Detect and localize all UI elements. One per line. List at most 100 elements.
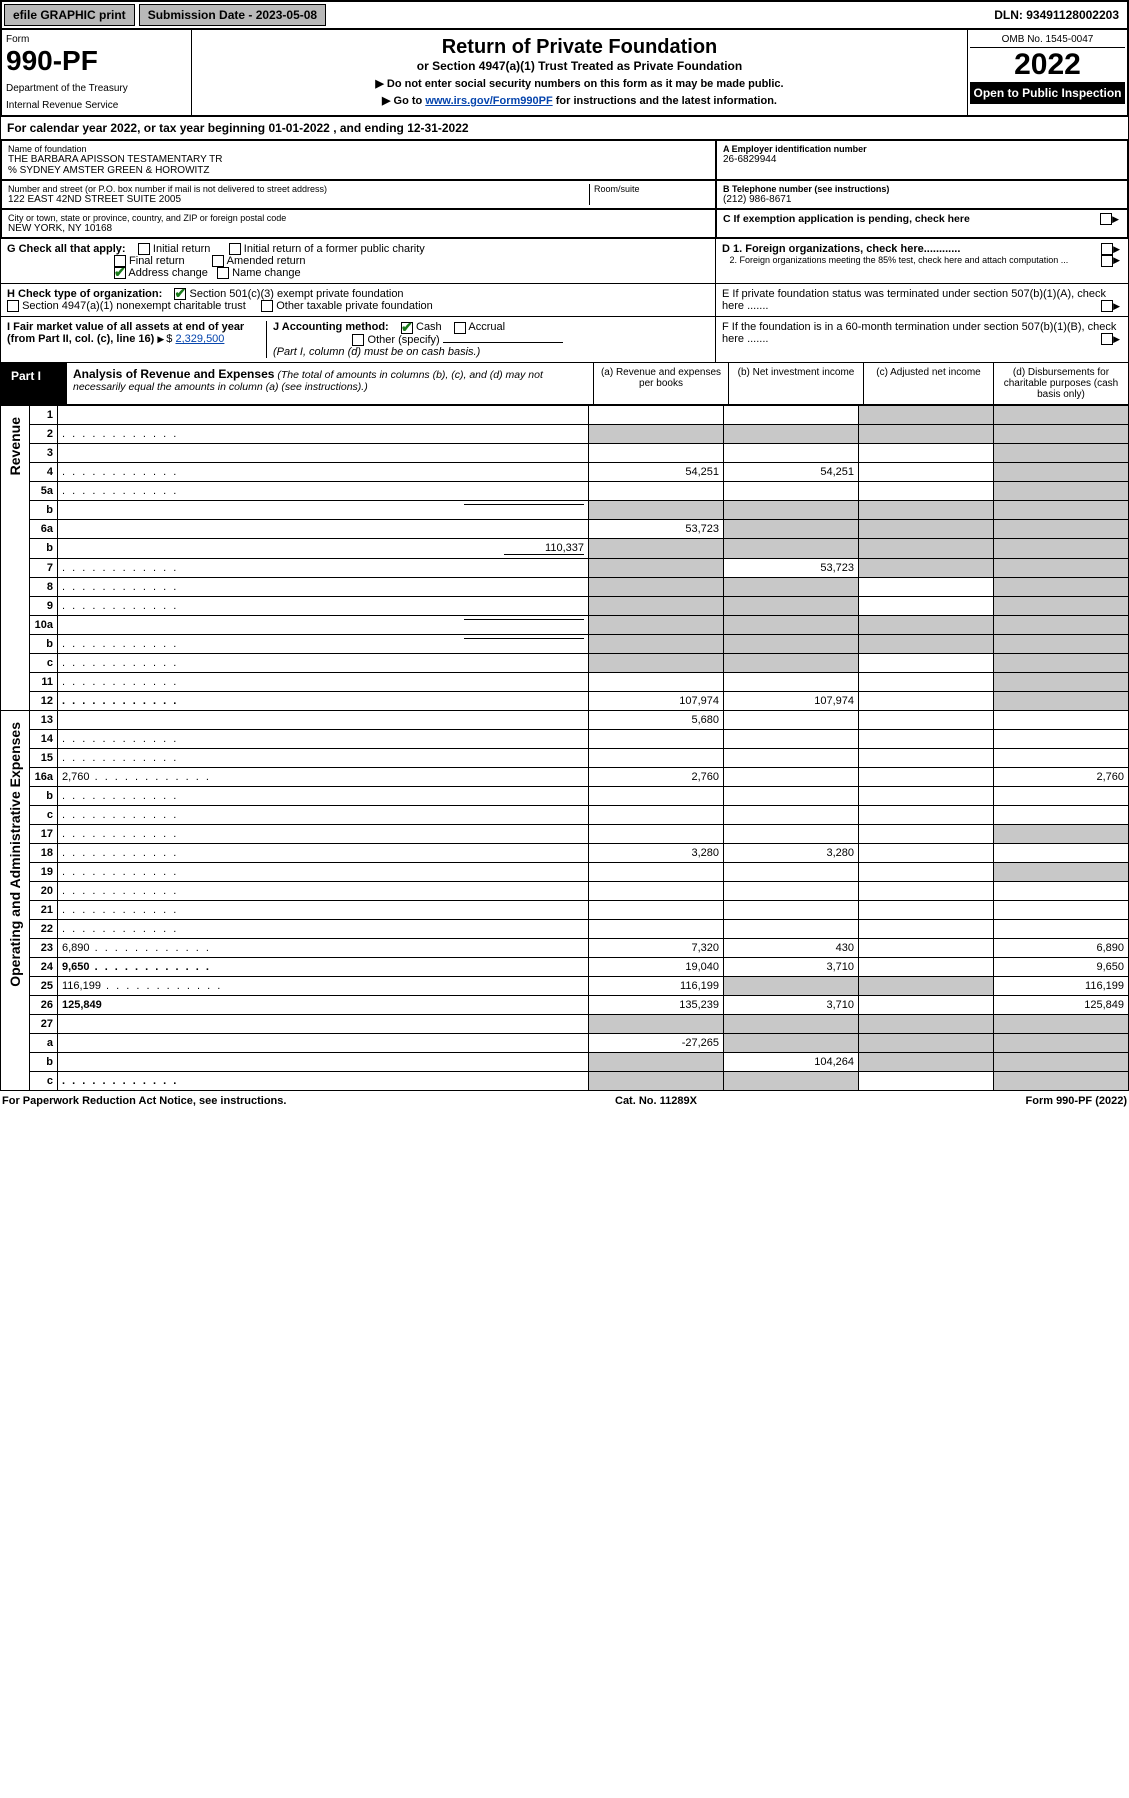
cell-c: [859, 843, 994, 862]
phone-value: (212) 986-8671: [723, 194, 1121, 205]
addr-label: Number and street (or P.O. box number if…: [8, 184, 589, 194]
table-row: 21: [1, 900, 1129, 919]
row-number: b: [30, 634, 58, 653]
city-label: City or town, state or province, country…: [8, 213, 709, 223]
cell-b: [724, 596, 859, 615]
cell-d: [994, 558, 1129, 577]
part1-label: Part I: [1, 363, 67, 404]
other-taxable-checkbox[interactable]: [261, 300, 273, 312]
row-number: 26: [30, 995, 58, 1014]
info-grid: Name of foundation THE BARBARA APISSON T…: [0, 140, 1129, 239]
cell-a: 54,251: [589, 462, 724, 481]
row-desc: [58, 919, 589, 938]
revenue-side-label: Revenue: [5, 409, 25, 483]
efile-button[interactable]: efile GRAPHIC print: [4, 4, 135, 26]
other-method-checkbox[interactable]: [352, 334, 364, 346]
cell-c: [859, 862, 994, 881]
table-row: 9: [1, 596, 1129, 615]
row-number: 27: [30, 1014, 58, 1033]
cash-checkbox[interactable]: [401, 322, 413, 334]
501c3-checkbox[interactable]: [174, 288, 186, 300]
table-row: 16a2,7602,7602,760: [1, 767, 1129, 786]
cell-a: [589, 653, 724, 672]
foundation-name-1: THE BARBARA APISSON TESTAMENTARY TR: [8, 154, 709, 165]
cell-d: [994, 900, 1129, 919]
opex-side-label: Operating and Administrative Expenses: [5, 714, 25, 995]
cell-a: 7,320: [589, 938, 724, 957]
fmv-link[interactable]: 2,329,500: [175, 333, 224, 345]
cell-a: -27,265: [589, 1033, 724, 1052]
cell-a: [589, 577, 724, 596]
table-row: Revenue1: [1, 405, 1129, 424]
cell-d: [994, 919, 1129, 938]
cell-d: [994, 672, 1129, 691]
cell-d: [994, 1052, 1129, 1071]
col-d-header: (d) Disbursements for charitable purpose…: [993, 363, 1128, 404]
f-section: F If the foundation is in a 60-month ter…: [716, 317, 1128, 361]
c-label: C If exemption application is pending, c…: [723, 213, 970, 225]
row-number: 8: [30, 577, 58, 596]
cell-c: [859, 481, 994, 500]
cell-c: [859, 443, 994, 462]
cell-a: 19,040: [589, 957, 724, 976]
cell-a: 5,680: [589, 710, 724, 729]
address-change-checkbox[interactable]: [114, 267, 126, 279]
name-label: Name of foundation: [8, 144, 709, 154]
table-row: c: [1, 653, 1129, 672]
cell-d: [994, 786, 1129, 805]
name-change-checkbox[interactable]: [217, 267, 229, 279]
table-row: c: [1, 1071, 1129, 1090]
cell-a: [589, 596, 724, 615]
cell-a: [589, 824, 724, 843]
row-desc: [58, 405, 589, 424]
row-desc: [58, 1033, 589, 1052]
cell-c: [859, 1033, 994, 1052]
c-checkbox[interactable]: [1100, 213, 1112, 225]
foundation-name-cell: Name of foundation THE BARBARA APISSON T…: [1, 140, 716, 180]
table-row: 183,2803,280: [1, 843, 1129, 862]
form-header: Form 990-PF Department of the Treasury I…: [0, 30, 1129, 117]
cell-a: [589, 786, 724, 805]
cell-c: [859, 691, 994, 710]
note2-pre: ▶ Go to: [382, 95, 425, 107]
cell-b: [724, 443, 859, 462]
row-desc: [58, 881, 589, 900]
accrual-checkbox[interactable]: [454, 322, 466, 334]
row-number: 2: [30, 424, 58, 443]
cell-d: [994, 653, 1129, 672]
table-row: 19: [1, 862, 1129, 881]
row-desc: [58, 462, 589, 481]
cell-a: [589, 729, 724, 748]
cell-c: [859, 938, 994, 957]
table-row: 12107,974107,974: [1, 691, 1129, 710]
d2-checkbox[interactable]: [1101, 255, 1113, 267]
footer: For Paperwork Reduction Act Notice, see …: [0, 1091, 1129, 1111]
j-accrual: Accrual: [468, 321, 505, 333]
calyear-mid: , and ending: [333, 121, 407, 135]
row-desc: [58, 1071, 589, 1090]
initial-former-checkbox[interactable]: [229, 243, 241, 255]
row-number: 24: [30, 957, 58, 976]
cell-b: 54,251: [724, 462, 859, 481]
cell-c: [859, 881, 994, 900]
cell-b: [724, 976, 859, 995]
row-desc: [58, 596, 589, 615]
4947-checkbox[interactable]: [7, 300, 19, 312]
row-number: 5a: [30, 481, 58, 500]
row-number: 6a: [30, 519, 58, 538]
footer-center: Cat. No. 11289X: [615, 1095, 697, 1107]
f-checkbox[interactable]: [1101, 333, 1113, 345]
initial-return-checkbox[interactable]: [138, 243, 150, 255]
cell-c: [859, 1014, 994, 1033]
row-number: 1: [30, 405, 58, 424]
row-desc: 6,890: [58, 938, 589, 957]
cell-d: 6,890: [994, 938, 1129, 957]
amended-return-checkbox[interactable]: [212, 255, 224, 267]
d1-checkbox[interactable]: [1101, 243, 1113, 255]
cell-a: [589, 538, 724, 558]
cell-c: [859, 615, 994, 634]
cell-c: [859, 729, 994, 748]
instructions-link[interactable]: www.irs.gov/Form990PF: [425, 95, 552, 107]
e-checkbox[interactable]: [1101, 300, 1113, 312]
row-desc: [58, 653, 589, 672]
